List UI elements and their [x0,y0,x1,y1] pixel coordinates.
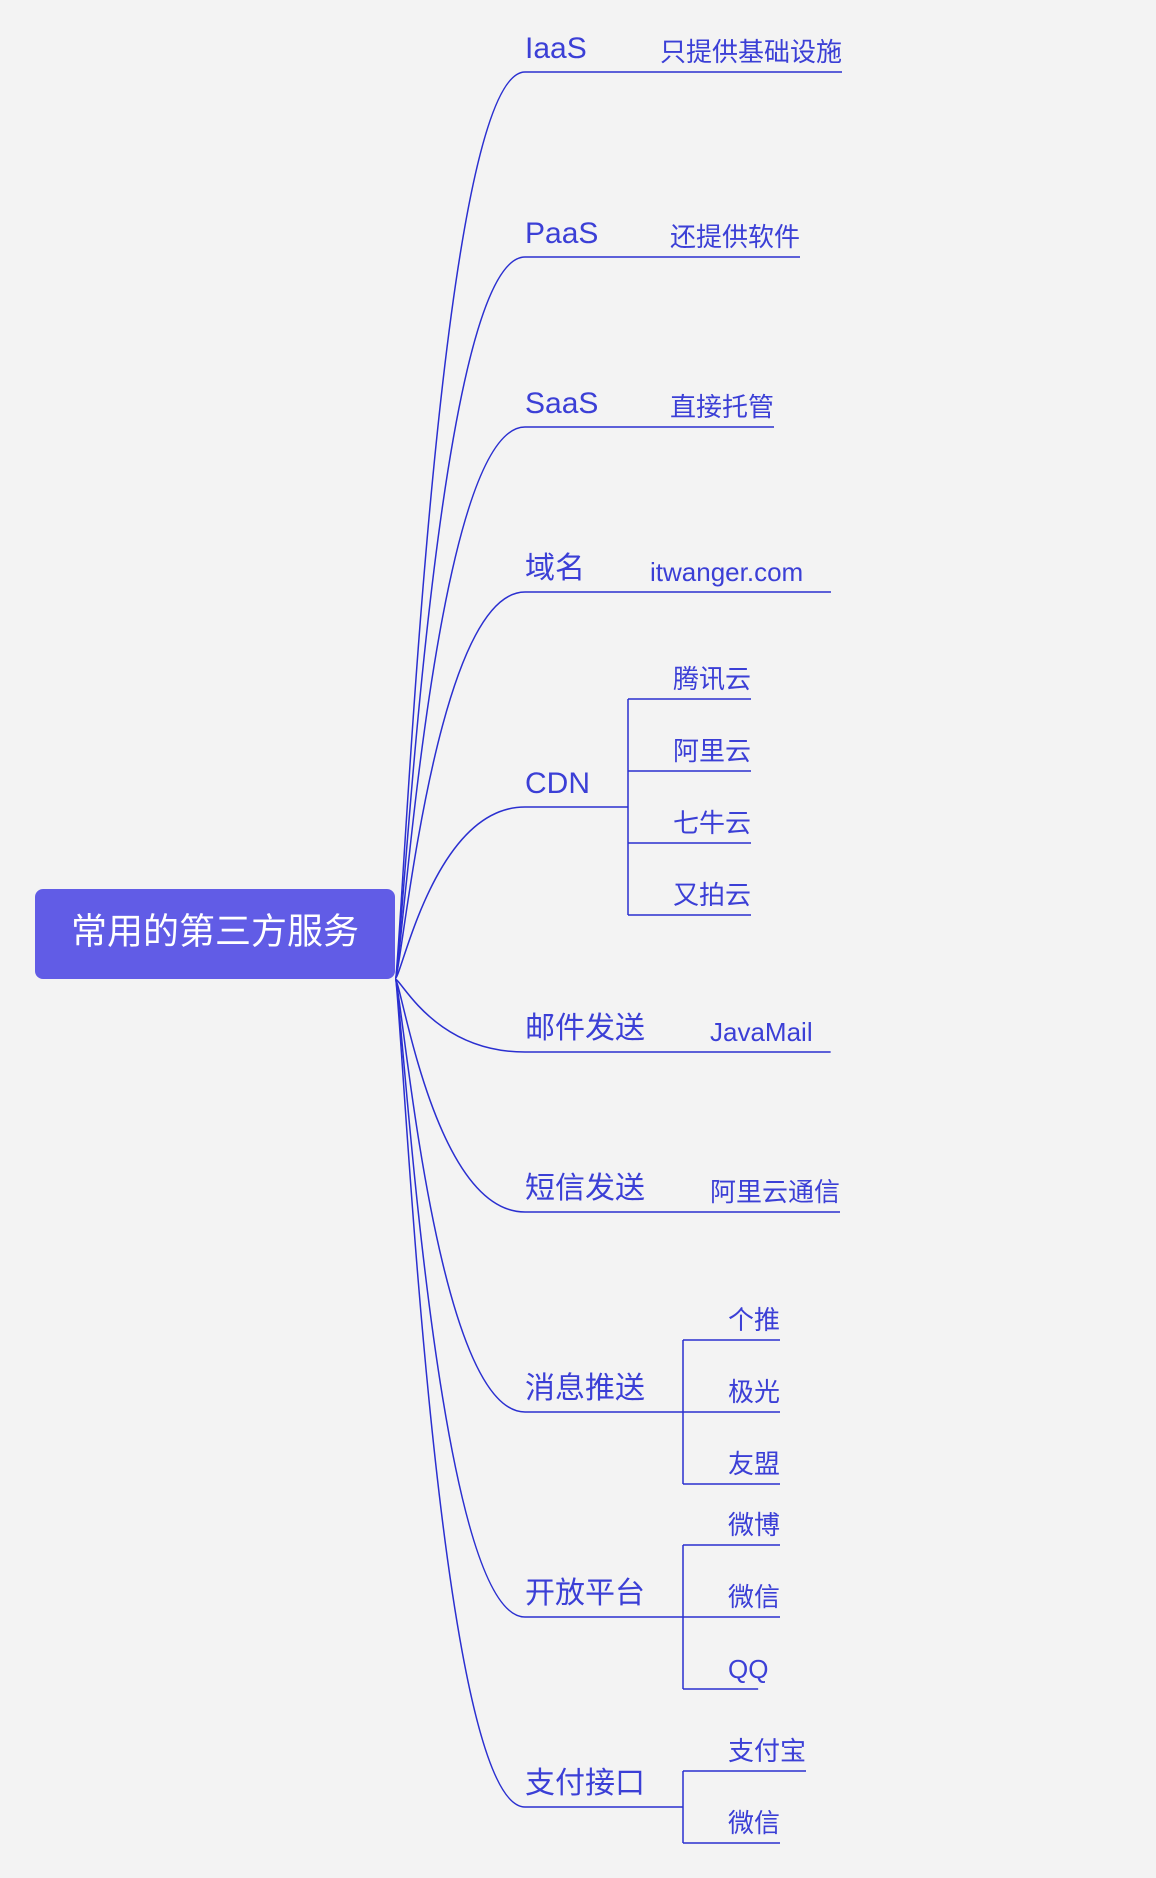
leaf-cdn-2: 七牛云 [673,808,751,838]
leaf-push-0: 个推 [728,1305,780,1335]
edge-root-paas [395,257,525,979]
leaf-email-0: JavaMail [710,1017,813,1047]
leaf-push-1: 极光 [728,1377,780,1407]
branch-open: 开放平台 [525,1577,645,1610]
branch-email: 邮件发送 [525,1012,645,1045]
branch-push: 消息推送 [525,1372,645,1405]
mindmap: 常用的第三方服务 IaaS 只提供基础设施 PaaS 还提供软件 SaaS 直接托管域名 it… [0,0,1156,1878]
leaf-pay-0: 支付宝 [728,1736,806,1766]
branch-domain: 域名 [525,552,585,585]
leaf-pay-1: 微信 [728,1808,780,1838]
leaf-open-1: 微信 [728,1582,780,1612]
edge-root-push [395,979,525,1412]
leaf-domain-0: itwanger.com [650,557,803,587]
branch-paas: PaaS [525,217,598,250]
leaf-cdn-1: 阿里云 [673,736,751,766]
edge-root-iaas [395,72,525,979]
branch-cdn: CDN [525,767,590,800]
edge-root-domain [395,592,525,979]
leaf-open-2: QQ [728,1654,768,1684]
root-label: 常用的第三方服务 [71,911,359,952]
edge-root-cdn [395,807,525,979]
edge-root-email [395,979,525,1052]
leaf-cdn-3: 又拍云 [673,880,751,910]
leaf-paas-0: 还提供软件 [670,222,800,252]
edge-root-open [395,979,525,1617]
leaf-push-2: 友盟 [728,1449,780,1479]
branch-iaas: IaaS [525,32,587,65]
leaf-open-0: 微博 [728,1510,780,1540]
leaf-iaas-0: 只提供基础设施 [660,37,842,67]
branch-sms: 短信发送 [525,1172,645,1205]
leaf-saas-0: 直接托管 [670,392,774,422]
branch-pay: 支付接口 [525,1767,645,1800]
branch-saas: SaaS [525,387,598,420]
edge-root-pay [395,979,525,1807]
leaf-sms-0: 阿里云通信 [710,1177,840,1207]
leaf-cdn-0: 腾讯云 [673,664,751,694]
